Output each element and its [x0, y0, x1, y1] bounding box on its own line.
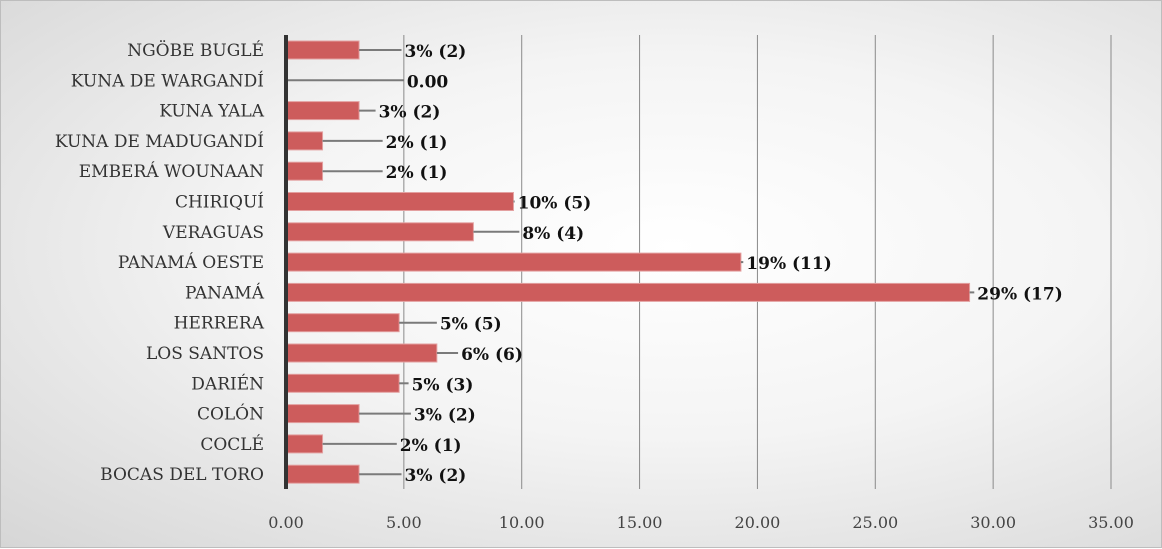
category-label: VERAGUAS — [162, 223, 264, 243]
bar — [285, 252, 742, 272]
category-label: KUNA DE MADUGANDÍ — [55, 131, 264, 152]
data-label: 2% (1) — [400, 436, 462, 456]
data-label: 3% (2) — [405, 42, 467, 62]
bar — [285, 101, 360, 121]
data-label: 10% (5) — [518, 194, 592, 214]
data-labels: 3% (2) 0.00 3% (2) 2% (1) 2% (1) 10% (5) 8% (4… — [379, 42, 1063, 486]
leader-lines — [286, 49, 975, 476]
bar — [285, 192, 514, 211]
x-tick-label: 15.00 — [617, 513, 663, 532]
data-label: 6% (6) — [461, 345, 523, 365]
category-label: EMBERÁ WOUNAAN — [79, 161, 264, 182]
data-label: 29% (17) — [977, 284, 1062, 304]
data-label: 2% (1) — [386, 133, 448, 153]
category-label: KUNA DE WARGANDÍ — [71, 70, 264, 91]
category-label: COCLÉ — [200, 434, 264, 455]
bar — [285, 40, 360, 60]
bar — [285, 313, 400, 333]
category-label: BOCAS DEL TORO — [100, 465, 264, 485]
data-label: 5% (5) — [440, 315, 502, 335]
category-label: PANAMÁ — [185, 282, 265, 303]
data-label: 2% (1) — [386, 163, 448, 183]
x-tick-label: 35.00 — [1088, 513, 1134, 532]
data-label: 19% (11) — [746, 254, 831, 274]
bar — [285, 373, 400, 393]
bar — [285, 282, 971, 302]
category-labels: NGÖBE BUGLÉ KUNA DE WARGANDÍ KUNA YALA KUNA… — [55, 40, 265, 485]
category-label: DARIÉN — [191, 373, 264, 394]
data-label: 3% (2) — [414, 406, 476, 426]
x-tick-label: 0.00 — [268, 513, 304, 532]
category-label: CHIRIQUÍ — [175, 192, 264, 213]
data-label: 5% (3) — [412, 375, 474, 395]
data-label: 3% (2) — [379, 103, 441, 123]
category-label: NGÖBE BUGLÉ — [127, 40, 264, 61]
bar — [285, 343, 438, 363]
bar — [285, 161, 324, 181]
x-tick-label: 30.00 — [970, 513, 1016, 532]
bar — [285, 404, 360, 424]
x-tick-label: 5.00 — [386, 513, 422, 532]
x-tick-label: 25.00 — [852, 513, 898, 532]
bars — [285, 40, 971, 484]
bar — [285, 131, 324, 151]
data-label: 3% (2) — [405, 466, 467, 486]
bar — [285, 222, 474, 242]
x-tick-labels: 0.00 5.00 10.00 15.00 20.00 25.00 30.00 35.00 — [268, 513, 1134, 532]
x-tick-label: 10.00 — [499, 513, 545, 532]
category-label: KUNA YALA — [159, 102, 264, 122]
bar — [285, 464, 360, 484]
x-tick-label: 20.00 — [735, 513, 781, 532]
category-label: COLÓN — [197, 404, 264, 425]
data-label: 8% (4) — [522, 224, 584, 244]
category-label: PANAMÁ OESTE — [118, 252, 264, 273]
category-label: LOS SANTOS — [146, 344, 264, 364]
data-label: 0.00 — [407, 72, 449, 92]
bar — [285, 434, 324, 454]
category-label: HERRERA — [174, 314, 265, 334]
